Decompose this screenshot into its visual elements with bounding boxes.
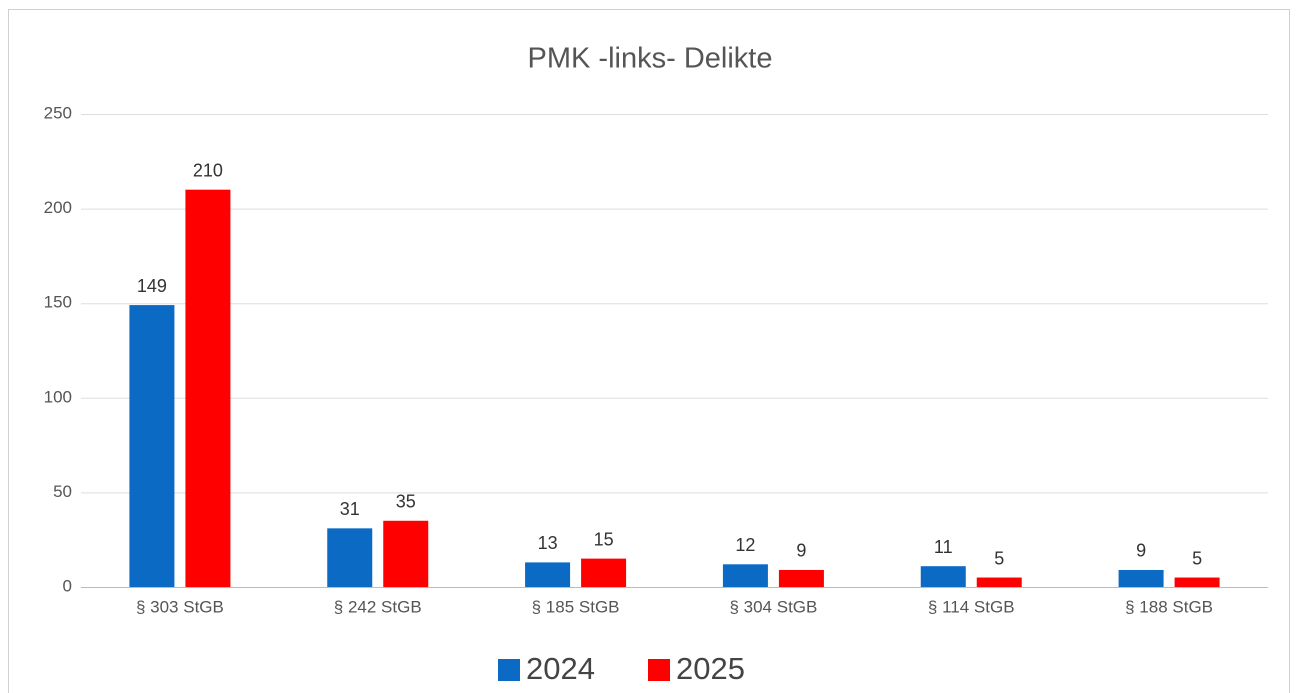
- legend-label: 2024: [526, 651, 595, 686]
- legend-swatch: [498, 659, 520, 681]
- data-label: 11: [934, 537, 953, 557]
- bar: [185, 189, 231, 587]
- x-tick-label: § 114 StGB: [928, 597, 1015, 616]
- y-tick-label: 250: [44, 103, 72, 122]
- bar: [976, 577, 1022, 587]
- x-tick-label: § 188 StGB: [1125, 597, 1213, 616]
- x-tick-label: § 185 StGB: [532, 597, 620, 616]
- data-label: 149: [137, 276, 167, 296]
- data-label: 210: [193, 160, 223, 180]
- data-label: 13: [538, 533, 558, 553]
- y-tick-label: 50: [53, 482, 72, 501]
- bar: [722, 564, 768, 587]
- bar: [327, 528, 373, 587]
- data-label: 9: [796, 541, 806, 561]
- bar: [383, 520, 429, 587]
- x-tick-label: § 304 StGB: [729, 597, 817, 616]
- y-tick-label: 150: [44, 293, 72, 312]
- bar: [525, 562, 571, 587]
- bar: [920, 566, 966, 587]
- legend-label: 2025: [676, 651, 745, 686]
- data-label: 35: [396, 492, 416, 512]
- y-tick-label: 0: [63, 576, 72, 595]
- data-label: 9: [1136, 541, 1146, 561]
- legend-swatch: [648, 659, 670, 681]
- y-tick-label: 100: [44, 387, 72, 406]
- chart-title: PMK -links- Delikte: [528, 43, 773, 75]
- bar: [129, 305, 175, 587]
- data-label: 12: [735, 535, 755, 555]
- data-label: 31: [340, 499, 360, 519]
- bar: [1174, 577, 1220, 587]
- y-tick-label: 200: [44, 198, 72, 217]
- bar: [1118, 569, 1164, 587]
- x-tick-label: § 242 StGB: [334, 597, 422, 616]
- data-label: 5: [994, 548, 1004, 568]
- bar: [581, 558, 627, 587]
- bar: [778, 569, 824, 587]
- data-label: 5: [1192, 548, 1202, 568]
- data-label: 15: [594, 529, 614, 549]
- x-tick-label: § 303 StGB: [136, 597, 224, 616]
